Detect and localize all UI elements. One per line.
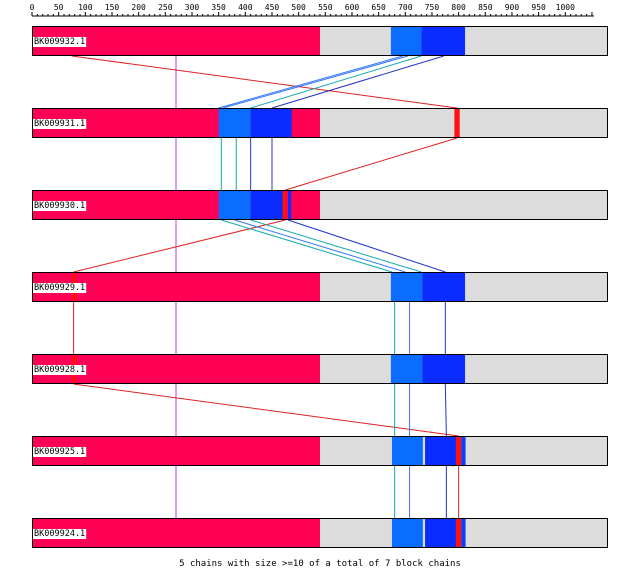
sequence-tracks: BK009932.1 BK009931.1 BK009930.1 BK009929.1… bbox=[32, 26, 608, 548]
sequence-track: BK009928.1 bbox=[32, 354, 608, 384]
sequence-track: BK009929.1 bbox=[32, 272, 608, 302]
track-border bbox=[32, 354, 608, 384]
chain-block bbox=[218, 190, 251, 220]
sequence-label-bg bbox=[33, 37, 87, 47]
ruler-tick-label: 350 bbox=[211, 3, 226, 12]
chain-block bbox=[218, 108, 251, 138]
chain-block bbox=[461, 436, 466, 466]
sequence-track: BK009930.1 bbox=[32, 190, 608, 220]
chain-link bbox=[73, 383, 459, 437]
track-border bbox=[32, 108, 608, 138]
chain-link bbox=[285, 137, 458, 191]
ruler-tick-label: 200 bbox=[131, 3, 146, 12]
chain-link bbox=[222, 55, 409, 109]
ruler-tick-label: 400 bbox=[238, 3, 253, 12]
ruler-tick-label: 500 bbox=[291, 3, 306, 12]
chain-link bbox=[271, 55, 444, 109]
track-border bbox=[32, 26, 608, 56]
ruler-tick-label: 250 bbox=[158, 3, 173, 12]
sequence-label-bg bbox=[33, 201, 87, 211]
chain-block bbox=[455, 436, 462, 466]
sequence-track: BK009932.1 bbox=[32, 26, 608, 56]
sequence-label-bg bbox=[33, 447, 87, 457]
chain-block bbox=[287, 190, 292, 220]
sequence-label: BK009925.1 bbox=[34, 447, 85, 457]
chain-link bbox=[444, 383, 447, 437]
chain-link bbox=[250, 219, 422, 273]
chain-block bbox=[454, 108, 460, 138]
sequence-track: BK009924.1 bbox=[32, 518, 608, 548]
ruler-tick-label: 1000 bbox=[556, 3, 575, 12]
chain-block bbox=[390, 354, 423, 384]
chain-link bbox=[234, 219, 406, 273]
sequence-label-bg bbox=[33, 283, 87, 293]
footer-caption: 5 chains with size >=10 of a total of 7 … bbox=[179, 559, 461, 569]
chain-link bbox=[218, 55, 403, 109]
chain-block bbox=[425, 518, 456, 548]
chain-block bbox=[455, 518, 462, 548]
sequence-track: BK009925.1 bbox=[32, 436, 608, 466]
ruler-tick-label: 0 bbox=[30, 3, 35, 12]
chain-link bbox=[250, 55, 422, 109]
ruler-tick-label: 150 bbox=[105, 3, 120, 12]
chain-block bbox=[250, 108, 292, 138]
track-border bbox=[32, 190, 608, 220]
sequence-label-bg bbox=[33, 529, 87, 539]
ruler-tick-label: 850 bbox=[478, 3, 493, 12]
chain-block bbox=[422, 272, 466, 302]
sequence-label: BK009929.1 bbox=[34, 283, 85, 293]
sequence-label: BK009928.1 bbox=[34, 365, 85, 375]
ruler-tick-label: 50 bbox=[54, 3, 64, 12]
ruler-tick-label: 700 bbox=[398, 3, 413, 12]
ruler-tick-label: 650 bbox=[371, 3, 386, 12]
sequence-label: BK009930.1 bbox=[34, 201, 85, 211]
ruler-tick-label: 800 bbox=[451, 3, 466, 12]
chain-block bbox=[250, 190, 283, 220]
ruler-tick-label: 600 bbox=[345, 3, 360, 12]
chain-link bbox=[71, 55, 458, 109]
ruler-tick-label: 100 bbox=[78, 3, 93, 12]
ruler-tick-label: 450 bbox=[265, 3, 280, 12]
ruler-tick-label: 300 bbox=[185, 3, 200, 12]
track-border bbox=[32, 518, 608, 548]
chain-link bbox=[73, 219, 286, 273]
sequence-label: BK009932.1 bbox=[34, 37, 85, 47]
ruler-tick-label: 750 bbox=[425, 3, 440, 12]
chain-block bbox=[282, 190, 287, 220]
sequence-track: BK009931.1 bbox=[32, 108, 608, 138]
chain-link bbox=[287, 219, 446, 273]
sequence-label-bg bbox=[33, 119, 87, 129]
chain-block bbox=[422, 354, 466, 384]
sequence-label: BK009931.1 bbox=[34, 119, 85, 129]
ruler-tick-label: 900 bbox=[505, 3, 520, 12]
chain-block bbox=[390, 26, 422, 56]
track-border bbox=[32, 272, 608, 302]
chain-link bbox=[221, 219, 393, 273]
chain-block bbox=[391, 436, 423, 466]
chain-block bbox=[461, 518, 466, 548]
ruler-tick-label: 950 bbox=[531, 3, 546, 12]
ruler-axis: 0 50 100 150 200 250 300 350 400 450 500 550 600 650 7… bbox=[30, 3, 594, 17]
sequence-label-bg bbox=[33, 365, 87, 375]
sequence-label: BK009924.1 bbox=[34, 529, 85, 539]
chain-block bbox=[425, 436, 456, 466]
chain-links bbox=[71, 55, 460, 518]
chain-block bbox=[390, 272, 423, 302]
ruler-tick-label: 550 bbox=[318, 3, 333, 12]
chain-block bbox=[391, 518, 423, 548]
chain-block bbox=[421, 26, 466, 56]
track-border bbox=[32, 436, 608, 466]
